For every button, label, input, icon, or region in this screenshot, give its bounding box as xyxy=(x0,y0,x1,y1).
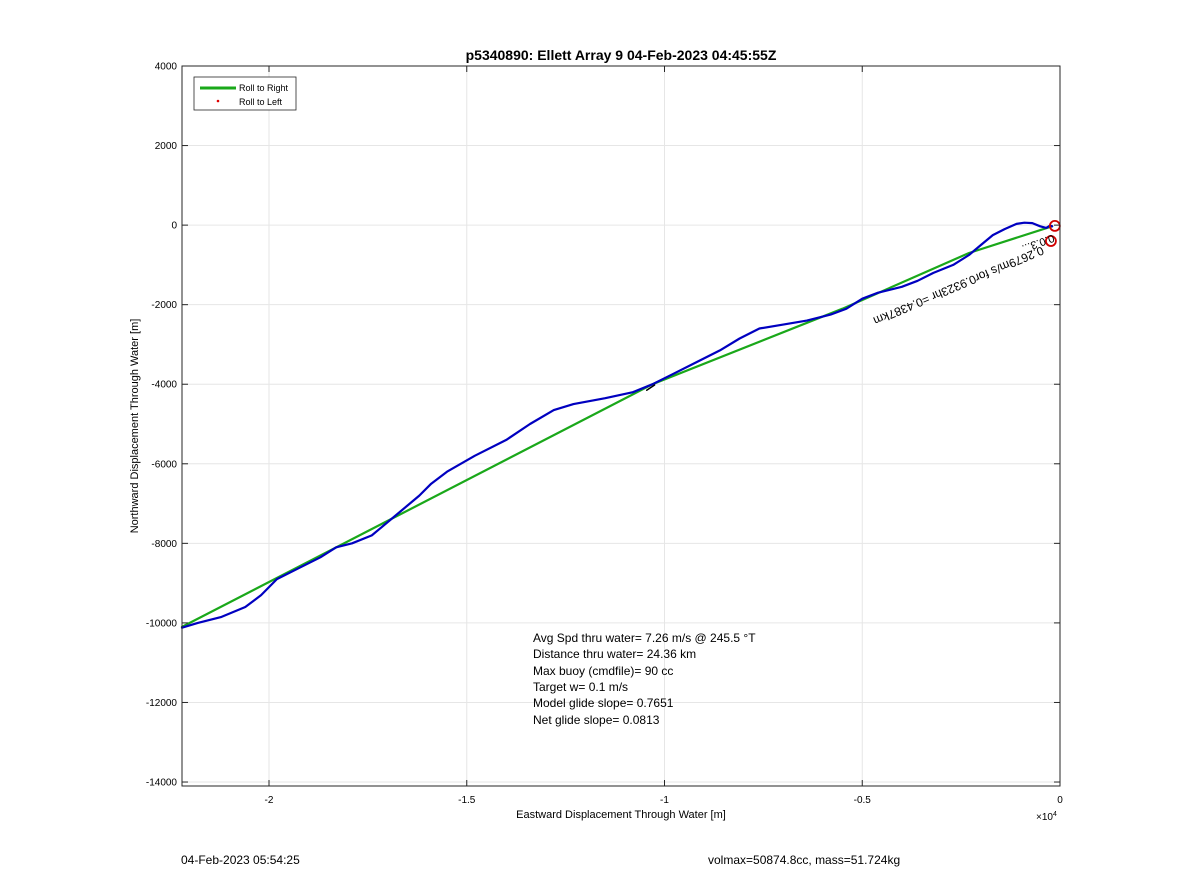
stats-annotation: Avg Spd thru water= 7.26 m/s @ 245.5 °T … xyxy=(533,631,756,727)
x-tick-label: -2 xyxy=(265,795,274,806)
x-axis-label: Eastward Displacement Through Water [m] xyxy=(516,809,726,821)
y-tick-label: -4000 xyxy=(151,380,177,391)
y-tick-label: 0 xyxy=(171,221,177,232)
tick-layer: -2 -1.5 -1 -0.5 0 4000 2000 0 -2000 -4000 -6000 -80… xyxy=(146,62,1063,807)
annotation-line: Target w= 0.1 m/s xyxy=(533,680,628,694)
annotation-line: Max buoy (cmdfile)= 90 cc xyxy=(533,664,673,678)
x-tick-label: -1 xyxy=(660,795,669,806)
footer-timestamp: 04-Feb-2023 05:54:25 xyxy=(181,853,300,867)
y-tick-label: -10000 xyxy=(146,618,178,629)
x-tick-label: -0.5 xyxy=(854,795,872,806)
y-tick-label: -2000 xyxy=(151,300,177,311)
plot-area xyxy=(182,66,1060,786)
y-tick-label: 4000 xyxy=(155,62,178,73)
series-line xyxy=(180,225,1054,629)
end-marker xyxy=(1045,235,1057,247)
x-exponent-label: ×104 xyxy=(1036,811,1057,823)
series-line xyxy=(645,384,656,391)
annotation-line: Avg Spd thru water= 7.26 m/s @ 245.5 °T xyxy=(533,631,756,645)
legend-label-roll-right: Roll to Right xyxy=(239,83,289,93)
y-tick-label: -6000 xyxy=(151,459,177,470)
legend-swatch-roll-left xyxy=(216,99,220,103)
y-tick-label: -14000 xyxy=(146,778,178,789)
y-axis-label: Northward Displacement Through Water [m] xyxy=(129,319,141,534)
footer-volmax-mass: volmax=50874.8cc, mass=51.724kg xyxy=(708,853,901,867)
chart-title: p5340890: Ellett Array 9 04-Feb-2023 04:… xyxy=(466,47,777,63)
annotation-line: Net glide slope= 0.0813 xyxy=(533,713,660,727)
annotation-line: Distance thru water= 24.36 km xyxy=(533,647,696,661)
legend-box xyxy=(193,76,297,111)
series-line xyxy=(180,221,1054,629)
y-tick-label: 2000 xyxy=(155,141,178,152)
y-tick-label: -12000 xyxy=(146,698,178,709)
series-layer xyxy=(180,221,1054,629)
legend: Roll to Right Roll to Left xyxy=(193,76,297,111)
legend-label-roll-left: Roll to Left xyxy=(239,97,283,107)
x-tick-label: -1.5 xyxy=(458,795,476,806)
annotation-line: Model glide slope= 0.7651 xyxy=(533,696,674,710)
y-tick-label: -8000 xyxy=(151,539,177,550)
x-tick-label: 0 xyxy=(1057,795,1063,806)
plot-frame xyxy=(181,65,1061,787)
